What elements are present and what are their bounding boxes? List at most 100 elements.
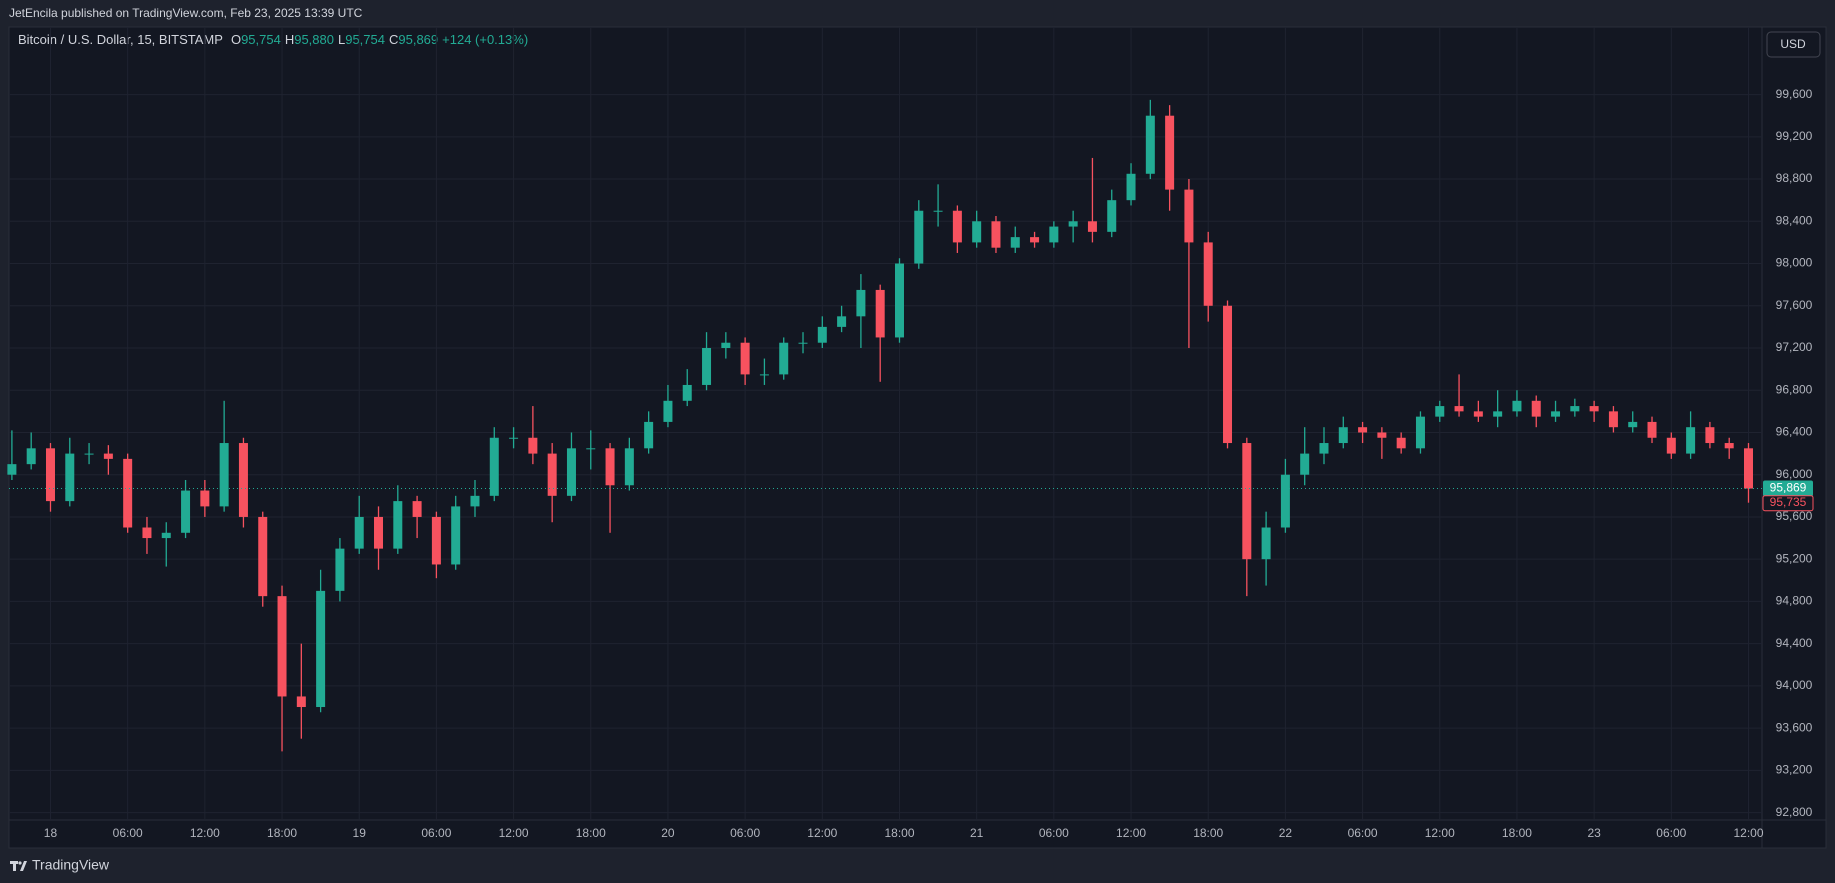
candle-body	[489, 437, 499, 496]
candle-body	[1338, 427, 1348, 444]
candle-body	[817, 326, 827, 343]
candle-body	[663, 400, 673, 422]
candle-body	[856, 289, 866, 317]
candle-body	[181, 490, 191, 533]
candle-body	[1165, 115, 1175, 190]
y-tick-label: 93,600	[1776, 720, 1813, 734]
x-tick-label: 23	[1587, 826, 1601, 840]
candle-body	[45, 448, 55, 502]
candle-body	[1223, 305, 1233, 444]
candle-body	[1551, 411, 1561, 417]
candle-body	[740, 342, 750, 375]
candle-body	[1743, 448, 1753, 489]
candle-body	[1107, 200, 1117, 232]
chart-pane	[8, 26, 1827, 849]
candle-body	[65, 453, 75, 502]
candle-body	[142, 527, 152, 539]
candle-body	[1705, 427, 1715, 444]
candle-body	[1589, 406, 1599, 412]
y-tick-label: 98,800	[1776, 171, 1813, 185]
candle-body	[238, 443, 248, 517]
last-price-label: 95,869	[1770, 481, 1807, 495]
candle-body	[123, 458, 133, 528]
x-tick-label: 18:00	[1502, 826, 1532, 840]
y-tick-label: 94,000	[1776, 678, 1813, 692]
y-tick-label: 95,200	[1776, 551, 1813, 565]
ohlc-value: 95,754	[345, 32, 385, 47]
candle-body	[1512, 400, 1522, 412]
y-tick-label: 99,600	[1776, 87, 1813, 101]
candle-body	[1666, 437, 1676, 454]
currency-label[interactable]: USD	[1780, 37, 1806, 51]
x-tick-label: 12:00	[1425, 826, 1455, 840]
x-tick-label: 18:00	[267, 826, 297, 840]
candle-body	[894, 263, 904, 338]
candle-body	[1242, 443, 1252, 560]
candle-body	[7, 464, 17, 475]
candle-body	[103, 453, 113, 459]
candle-body	[1377, 432, 1387, 438]
candle-body	[1647, 421, 1657, 438]
x-tick-label: 18:00	[884, 826, 914, 840]
candle-body	[1203, 242, 1213, 306]
candle-body	[84, 453, 94, 455]
candle-body	[161, 532, 171, 539]
candle-body	[296, 696, 306, 708]
candle-body	[1724, 443, 1734, 449]
y-tick-label: 98,000	[1776, 256, 1813, 270]
change: +124 (+0.13%)	[442, 32, 528, 47]
candle-body	[412, 501, 422, 517]
candle-body	[721, 342, 731, 349]
second-price-label: 95,735	[1770, 495, 1807, 509]
x-tick-label: 12:00	[1116, 826, 1146, 840]
x-tick-label: 12:00	[807, 826, 837, 840]
x-tick-label: 06:00	[1656, 826, 1686, 840]
candle-body	[1415, 416, 1425, 449]
candle-body	[1628, 421, 1638, 428]
x-tick-label: 18	[44, 826, 58, 840]
candle-body	[374, 516, 384, 549]
candle-body	[1261, 527, 1271, 560]
y-tick-label: 94,800	[1776, 594, 1813, 608]
footer-logo	[10, 861, 27, 871]
candle-body	[605, 448, 615, 486]
y-tick-label: 97,600	[1776, 298, 1813, 312]
y-tick-label: 97,200	[1776, 340, 1813, 354]
candle-body	[547, 453, 557, 496]
candle-body	[1686, 427, 1696, 454]
candle-body	[200, 490, 210, 507]
candle-body	[779, 342, 789, 375]
ohlc-key: O	[231, 32, 241, 47]
y-tick-label: 95,600	[1776, 509, 1813, 523]
legend: Bitcoin / U.S. Dollar, 15, BITSTAMP O95,7…	[18, 32, 528, 47]
ohlc-key: L	[338, 32, 345, 47]
candle-body	[566, 448, 576, 496]
candle-body	[933, 210, 943, 212]
ohlc-key: C	[389, 32, 398, 47]
x-tick-label: 18:00	[1193, 826, 1223, 840]
candle-body	[1454, 406, 1464, 412]
x-tick-label: 06:00	[1039, 826, 1069, 840]
x-tick-label: 20	[661, 826, 675, 840]
ohlc-value: 95,869	[398, 32, 438, 47]
second-price-tag	[1762, 495, 1814, 512]
x-tick-label: 06:00	[730, 826, 760, 840]
x-tick-label: 06:00	[1348, 826, 1378, 840]
candle-body	[393, 501, 403, 549]
candle-body	[624, 448, 634, 486]
candle-body	[798, 342, 808, 344]
x-tick-label: 12:00	[499, 826, 529, 840]
currency-button[interactable]	[1766, 31, 1821, 58]
candle-body	[509, 437, 519, 439]
candle-body	[972, 221, 982, 243]
y-tick-label: 93,200	[1776, 763, 1813, 777]
candle-body	[1435, 406, 1445, 417]
candle-body	[1473, 411, 1483, 417]
candle-body	[644, 421, 654, 449]
y-tick-label: 96,800	[1776, 382, 1813, 396]
candle-body	[682, 384, 692, 401]
candle-body	[335, 548, 345, 591]
candle-body	[1184, 189, 1194, 243]
